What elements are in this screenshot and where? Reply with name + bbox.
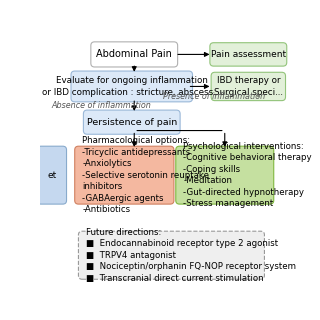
FancyBboxPatch shape — [75, 146, 174, 204]
Text: Pain assessment: Pain assessment — [211, 50, 286, 59]
FancyBboxPatch shape — [211, 72, 285, 100]
Text: Future directions:
■  Endocannabinoid receptor type 2 agonist
■  TRPV4 antagonis: Future directions: ■ Endocannabinoid rec… — [86, 228, 296, 283]
Text: Persistence of pain: Persistence of pain — [87, 118, 177, 127]
Text: Psychological interventions:
-Cognitive behavioral therapy
-Coping skills
-Medit: Psychological interventions: -Cognitive … — [183, 142, 312, 208]
FancyBboxPatch shape — [78, 231, 264, 279]
Text: Pharmacological options:
-Tricyclic antidepressants
-Anxiolytics
-Selective sero: Pharmacological options: -Tricyclic anti… — [82, 136, 209, 214]
Text: Evaluate for ongoing inflammation
or IBD complication : stricture, abscess...: Evaluate for ongoing inflammation or IBD… — [42, 76, 221, 97]
Text: Absence of inflammation: Absence of inflammation — [51, 101, 151, 110]
Text: Presence of inflammation: Presence of inflammation — [163, 92, 265, 100]
FancyBboxPatch shape — [84, 110, 180, 134]
FancyBboxPatch shape — [71, 71, 193, 102]
Text: IBD therapy or
Surgical speci...: IBD therapy or Surgical speci... — [214, 76, 283, 97]
Text: Abdominal Pain: Abdominal Pain — [96, 49, 172, 60]
Text: et: et — [47, 171, 57, 180]
FancyBboxPatch shape — [176, 146, 274, 204]
FancyBboxPatch shape — [91, 42, 178, 67]
FancyBboxPatch shape — [37, 146, 67, 204]
FancyBboxPatch shape — [210, 43, 287, 66]
